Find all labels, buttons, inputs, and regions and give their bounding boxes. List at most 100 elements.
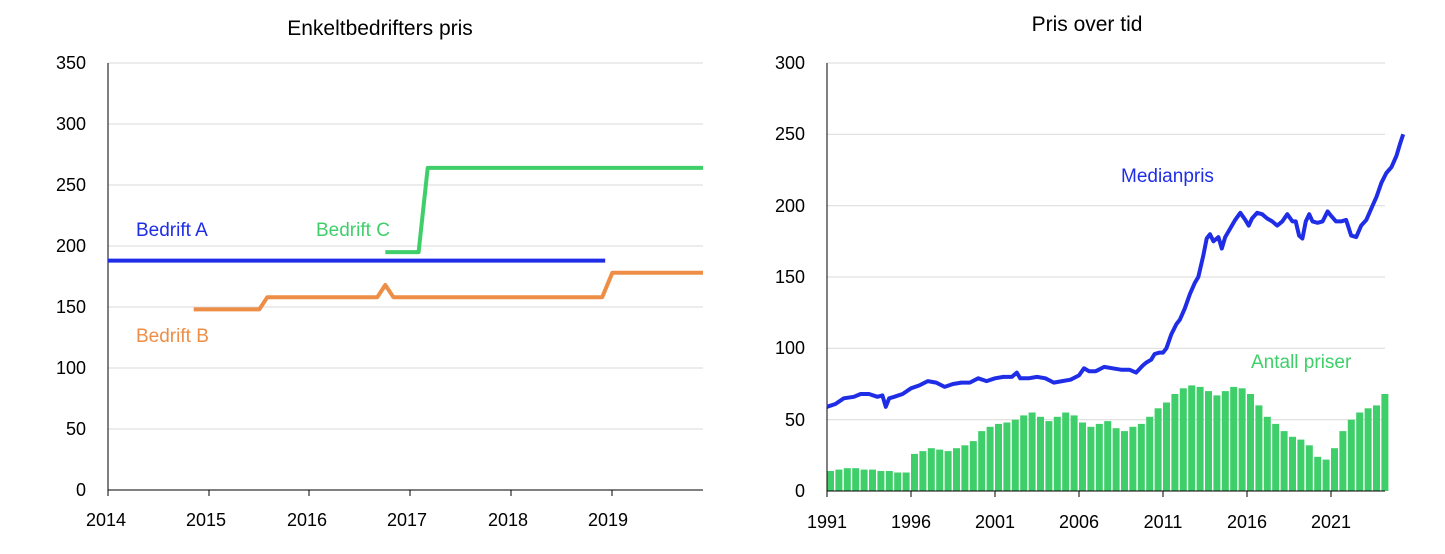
bar-antall-priser-48	[1230, 386, 1238, 491]
left-x-tick: 2017	[387, 510, 427, 530]
bar-antall-priser-1	[835, 469, 843, 491]
left-gridlines	[108, 62, 703, 430]
bar-antall-priser-36	[1129, 426, 1137, 491]
bar-antall-priser-64	[1364, 408, 1372, 491]
left-y-tick: 150	[56, 297, 86, 317]
bar-antall-priser-56	[1297, 439, 1305, 491]
right-x-tick: 2016	[1227, 512, 1267, 532]
bar-antall-priser-30	[1079, 422, 1086, 491]
bar-antall-priser-38	[1146, 416, 1154, 491]
right-chart-title: Pris over tid	[1032, 13, 1143, 36]
left-y-tick: 350	[56, 53, 86, 73]
right-y-tick: 200	[775, 196, 805, 216]
bar-antall-priser-58	[1314, 456, 1322, 491]
bar-antall-priser-40	[1163, 402, 1170, 491]
bar-antall-priser-29	[1070, 415, 1078, 491]
bar-antall-priser-54	[1280, 431, 1288, 491]
bar-antall-priser-44	[1196, 386, 1204, 491]
bar-antall-priser-21	[1003, 422, 1011, 491]
series-label-bedrift-c: Bedrift C	[316, 220, 390, 241]
left-x-tick: 2014	[86, 510, 126, 530]
bar-antall-priser-57	[1305, 445, 1313, 491]
right-x-tick: 1996	[891, 512, 931, 532]
bar-antall-priser-18	[978, 431, 986, 491]
right-y-tick: 150	[775, 267, 805, 287]
right-bar-layer	[827, 385, 1389, 491]
bar-antall-priser-41	[1171, 394, 1179, 491]
bar-antall-priser-16	[961, 445, 969, 491]
right-x-tick: 1991	[807, 512, 847, 532]
bar-antall-priser-28	[1062, 412, 1070, 491]
bar-antall-priser-53	[1272, 423, 1280, 491]
left-x-tick: 2015	[186, 510, 226, 530]
bar-antall-priser-63	[1356, 412, 1364, 491]
bar-antall-priser-26	[1045, 421, 1053, 491]
bar-antall-priser-42	[1179, 388, 1187, 491]
bar-antall-priser-65	[1373, 405, 1380, 491]
left-x-tick: 2018	[488, 510, 528, 530]
left-chart-title: Enkeltbedrifters pris	[287, 17, 473, 40]
bar-antall-priser-7	[885, 471, 893, 491]
bar-antall-priser-12	[927, 448, 935, 491]
right-x-ticks: 1991 1996 2001 2006 2011 2016 2021	[807, 491, 1351, 532]
bar-antall-priser-60	[1331, 448, 1338, 491]
bar-antall-priser-14	[944, 451, 952, 491]
bar-antall-priser-47	[1221, 391, 1229, 491]
left-y-tick: 50	[66, 419, 86, 439]
series-label-bedrift-a: Bedrift A	[136, 220, 208, 241]
bar-antall-priser-19	[986, 426, 994, 491]
bar-antall-priser-59	[1322, 459, 1330, 491]
bar-antall-priser-9	[902, 472, 910, 491]
series-label-medianpris: Medianpris	[1121, 166, 1214, 187]
bar-antall-priser-2	[843, 468, 851, 491]
right-y-tick: 0	[795, 481, 805, 501]
bar-antall-priser-22	[1011, 419, 1019, 491]
series-label-antall-priser: Antall priser	[1251, 352, 1352, 373]
bar-antall-priser-37	[1137, 423, 1145, 491]
bar-antall-priser-13	[936, 449, 944, 491]
left-y-ticks: 0 50 100 150 200 250 300 350	[56, 53, 86, 500]
bar-antall-priser-39	[1154, 408, 1162, 491]
left-y-tick: 300	[56, 114, 86, 134]
right-y-tick: 50	[785, 410, 805, 430]
left-x-ticks: 2014 2015 2016 2017 2018 2019	[86, 490, 628, 530]
bar-antall-priser-33	[1104, 421, 1112, 491]
bar-antall-priser-34	[1112, 428, 1120, 491]
bar-antall-priser-8	[894, 472, 902, 491]
medianpris-line	[826, 133, 1406, 409]
bar-antall-priser-20	[995, 423, 1002, 491]
right-panel: Pris over tid 0 50 100 150 200 250 300	[775, 13, 1406, 532]
bar-antall-priser-11	[919, 451, 927, 491]
bar-antall-priser-10	[911, 453, 918, 491]
bar-antall-priser-51	[1255, 405, 1263, 491]
bar-antall-priser-62	[1347, 419, 1355, 491]
bar-antall-priser-52	[1263, 416, 1271, 491]
right-y-tick: 300	[775, 53, 805, 73]
left-y-tick: 100	[56, 358, 86, 378]
bar-antall-priser-31	[1087, 426, 1095, 491]
bar-antall-priser-46	[1213, 395, 1221, 491]
left-x-tick: 2016	[287, 510, 327, 530]
bar-antall-priser-50	[1247, 394, 1254, 491]
bar-antall-priser-32	[1095, 423, 1103, 491]
bar-antall-priser-61	[1339, 431, 1347, 491]
bar-antall-priser-24	[1028, 412, 1036, 491]
bar-antall-priser-55	[1289, 436, 1296, 491]
bar-antall-priser-49	[1238, 388, 1246, 491]
right-x-tick: 2021	[1311, 512, 1351, 532]
bar-antall-priser-35	[1121, 431, 1128, 491]
bar-antall-priser-6	[877, 471, 885, 491]
right-x-tick: 2011	[1144, 512, 1183, 532]
bar-antall-priser-17	[969, 441, 977, 491]
left-y-tick: 250	[56, 175, 86, 195]
bar-antall-priser-66	[1381, 394, 1389, 491]
left-y-tick: 0	[76, 480, 86, 500]
bar-antall-priser-15	[953, 448, 960, 491]
bar-antall-priser-3	[852, 468, 860, 491]
bar-antall-priser-5	[869, 469, 876, 491]
left-series-line-2	[385, 165, 703, 255]
right-y-tick: 100	[775, 338, 805, 358]
right-y-ticks: 0 50 100 150 200 250 300	[775, 53, 805, 501]
bar-antall-priser-4	[860, 469, 868, 491]
